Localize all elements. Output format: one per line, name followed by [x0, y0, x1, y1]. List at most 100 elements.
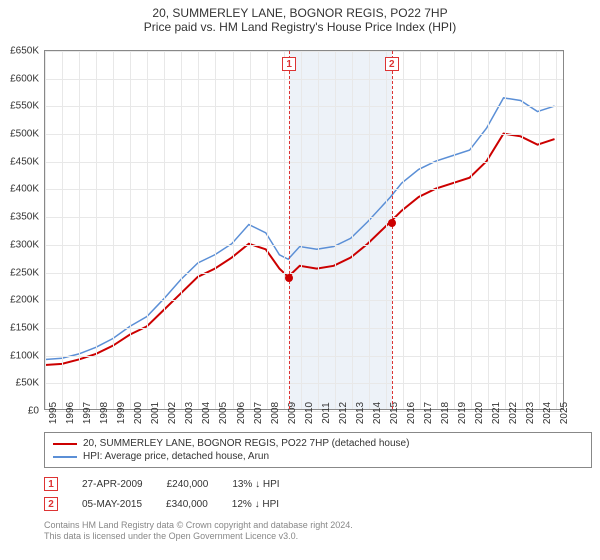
legend-item-hpi: HPI: Average price, detached house, Arun [53, 450, 583, 463]
y-axis-label: £300K [0, 239, 39, 250]
x-axis-label: 2015 [389, 402, 400, 424]
y-axis-label: £650K [0, 46, 39, 57]
gridline-v [96, 51, 97, 409]
gridline-v [250, 51, 251, 409]
gridline-v [505, 51, 506, 409]
gridline-v [471, 51, 472, 409]
gridline-v [113, 51, 114, 409]
gridline-v [454, 51, 455, 409]
marker-dot [388, 219, 396, 227]
x-axis-label: 2008 [270, 402, 281, 424]
x-axis-label: 2020 [474, 402, 485, 424]
x-axis-label: 2025 [559, 402, 570, 424]
y-axis-label: £400K [0, 184, 39, 195]
gridline-v [352, 51, 353, 409]
gridline-h [45, 51, 563, 52]
gridline-h [45, 328, 563, 329]
x-axis-label: 2001 [150, 402, 161, 424]
gridline-v [437, 51, 438, 409]
gridline-v [386, 51, 387, 409]
gridline-v [369, 51, 370, 409]
legend-label: 20, SUMMERLEY LANE, BOGNOR REGIS, PO22 7… [83, 438, 409, 449]
x-axis-label: 2017 [423, 402, 434, 424]
y-axis-label: £550K [0, 101, 39, 112]
gridline-v [181, 51, 182, 409]
gridline-v [488, 51, 489, 409]
y-axis-label: £150K [0, 322, 39, 333]
marker-line [289, 51, 290, 409]
marker-date: 27-APR-2009 [82, 479, 143, 490]
gridline-v [522, 51, 523, 409]
y-axis-label: £50K [0, 378, 39, 389]
gridline-h [45, 79, 563, 80]
chart-legend: 20, SUMMERLEY LANE, BOGNOR REGIS, PO22 7… [44, 432, 592, 468]
x-axis-label: 2023 [525, 402, 536, 424]
x-axis-label: 2012 [338, 402, 349, 424]
gridline-h [45, 356, 563, 357]
marker-table: 1 27-APR-2009 £240,000 13% ↓ HPI 2 05-MA… [44, 474, 592, 514]
legend-swatch [53, 456, 77, 458]
gridline-h [45, 106, 563, 107]
legend-item-price: 20, SUMMERLEY LANE, BOGNOR REGIS, PO22 7… [53, 437, 583, 450]
y-axis-label: £250K [0, 267, 39, 278]
x-axis-label: 1998 [99, 402, 110, 424]
gridline-v [79, 51, 80, 409]
marker-badge-inline: 1 [282, 57, 296, 71]
footer-attribution: Contains HM Land Registry data © Crown c… [44, 520, 353, 543]
marker-price: £340,000 [166, 499, 208, 510]
marker-row: 2 05-MAY-2015 £340,000 12% ↓ HPI [44, 494, 592, 514]
x-axis-label: 2002 [167, 402, 178, 424]
x-axis-label: 2007 [253, 402, 264, 424]
gridline-h [45, 134, 563, 135]
gridline-v [233, 51, 234, 409]
y-axis-label: £600K [0, 73, 39, 84]
x-axis-label: 2016 [406, 402, 417, 424]
x-axis-label: 2011 [321, 402, 332, 424]
x-axis-label: 2024 [542, 402, 553, 424]
gridline-v [335, 51, 336, 409]
gridline-v [164, 51, 165, 409]
gridline-v [556, 51, 557, 409]
x-axis-label: 1999 [116, 402, 127, 424]
gridline-v [45, 51, 46, 409]
y-axis-label: £100K [0, 350, 39, 361]
x-axis-label: 2021 [491, 402, 502, 424]
gridline-v [403, 51, 404, 409]
x-axis-label: 1996 [65, 402, 76, 424]
x-axis-label: 2004 [201, 402, 212, 424]
marker-badge: 1 [44, 477, 58, 491]
gridline-v [215, 51, 216, 409]
legend-label: HPI: Average price, detached house, Arun [83, 451, 269, 462]
x-axis-label: 2010 [304, 402, 315, 424]
page-subtitle: Price paid vs. HM Land Registry's House … [0, 20, 600, 38]
y-axis-label: £450K [0, 156, 39, 167]
gridline-v [130, 51, 131, 409]
gridline-v [301, 51, 302, 409]
x-axis-label: 2022 [508, 402, 519, 424]
x-axis-label: 2014 [372, 402, 383, 424]
gridline-v [318, 51, 319, 409]
x-axis-label: 2018 [440, 402, 451, 424]
gridline-h [45, 300, 563, 301]
x-axis-label: 2019 [457, 402, 468, 424]
marker-price: £240,000 [167, 479, 209, 490]
x-axis-label: 2005 [218, 402, 229, 424]
marker-date: 05-MAY-2015 [82, 499, 142, 510]
gridline-h [45, 245, 563, 246]
gridline-v [420, 51, 421, 409]
marker-pct: 13% ↓ HPI [232, 479, 279, 490]
gridline-h [45, 217, 563, 218]
gridline-h [45, 383, 563, 384]
gridline-v [147, 51, 148, 409]
price-chart: £0£50K£100K£150K£200K£250K£300K£350K£400… [44, 50, 564, 410]
gridline-h [45, 162, 563, 163]
x-axis-label: 2000 [133, 402, 144, 424]
gridline-v [539, 51, 540, 409]
legend-swatch [53, 443, 77, 445]
marker-dot [285, 274, 293, 282]
x-axis-label: 1997 [82, 402, 93, 424]
x-axis-label: 2013 [355, 402, 366, 424]
y-axis-label: £0 [0, 406, 39, 417]
marker-pct: 12% ↓ HPI [232, 499, 279, 510]
y-axis-label: £350K [0, 212, 39, 223]
